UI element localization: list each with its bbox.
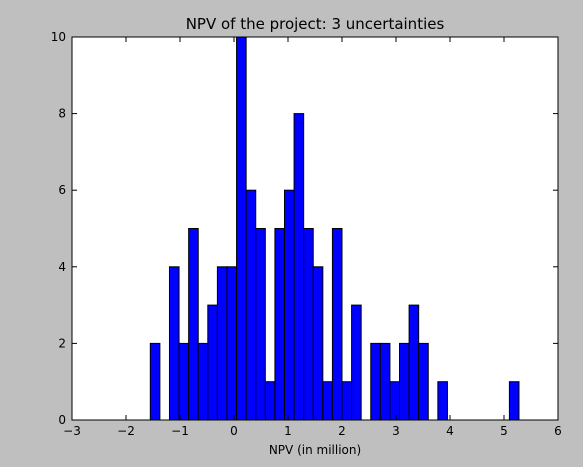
histogram-bar [379,342,391,421]
histogram-bar [418,342,429,421]
histogram-bar [274,228,285,421]
histogram-bar [322,381,333,421]
y-tick-label: 4 [58,260,66,274]
x-tick-label: 4 [446,424,454,438]
histogram-bar [437,381,448,421]
histogram-bar [149,342,161,421]
x-tick-label: 5 [500,424,508,438]
x-tick-label: −2 [117,424,135,438]
x-tick-label: 2 [338,424,346,438]
chart-title: NPV of the project: 3 uncertainties [186,15,445,33]
y-tick-label: 0 [58,413,66,427]
ticks-group: −3 −2 −1 0 1 2 3 4 5 6 0 2 4 6 8 10 [51,30,562,438]
plot-frame [71,36,559,421]
histogram-bar [399,342,410,421]
y-tick-label: 2 [58,336,66,350]
histogram-bar [197,342,209,421]
histogram-bar [255,228,266,421]
histogram-bar [236,36,247,421]
histogram-bar [207,304,218,421]
x-tick-label: 3 [392,424,400,438]
histogram-bar [264,381,276,421]
histogram-bar [508,381,520,421]
histogram-bar [370,342,381,421]
histogram-bar [312,266,324,421]
x-tick-label: −3 [63,424,81,438]
histogram-bar [188,228,199,421]
histogram-bar [293,113,305,421]
x-tick-label: −1 [171,424,189,438]
histogram-bar [303,228,314,421]
histogram-bar [226,266,238,421]
histogram-bar [245,189,257,421]
x-axis-label: NPV (in million) [269,443,361,457]
x-tick-label: 6 [554,424,562,438]
histogram-bar [389,381,401,421]
histogram-bar [351,304,362,421]
histogram-bar [408,304,420,421]
histogram-bar [283,189,295,421]
histogram-bar [216,266,228,421]
x-tick-label: 1 [284,424,292,438]
y-tick-label: 6 [58,183,66,197]
histogram-bar [341,381,353,421]
histogram-bar [168,266,180,421]
histogram-bar [331,228,343,421]
histogram-bar [178,342,190,421]
y-tick-label: 8 [58,107,66,121]
y-tick-label: 10 [51,30,66,44]
x-tick-label: 0 [230,424,238,438]
